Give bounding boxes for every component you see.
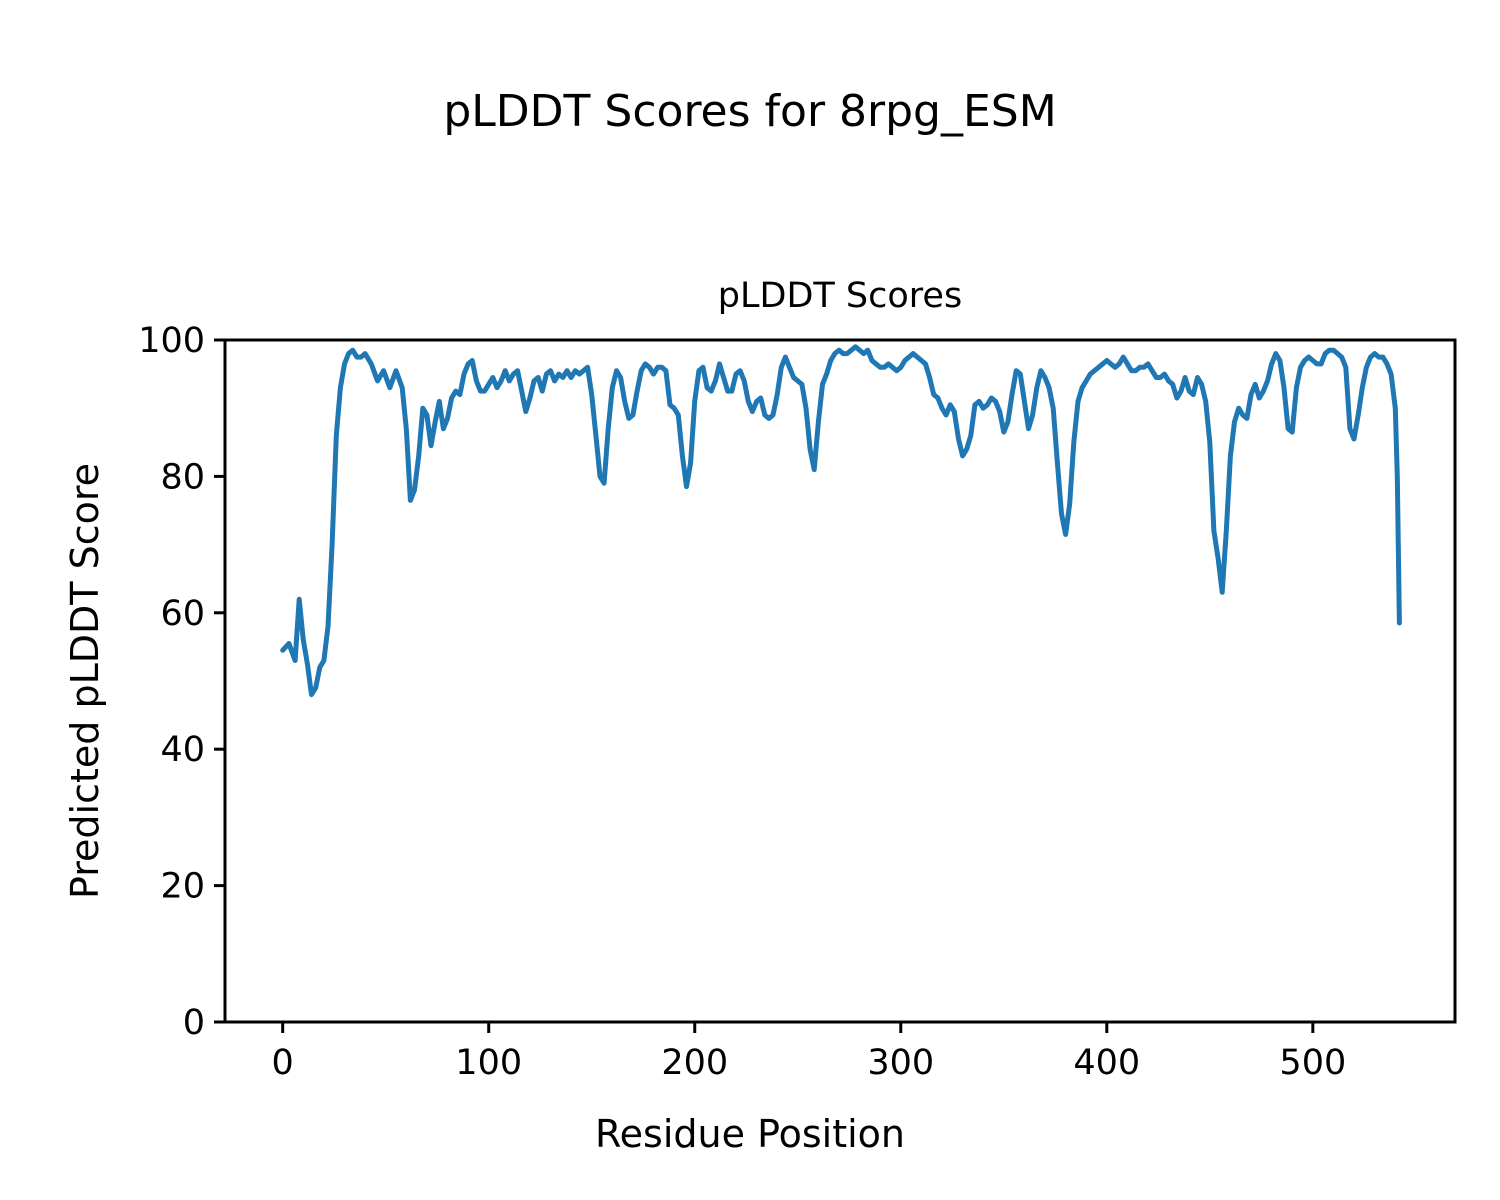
y-tick-label: 100 bbox=[138, 321, 205, 361]
x-tick-label: 100 bbox=[455, 1043, 522, 1083]
axes-title: pLDDT Scores bbox=[717, 276, 963, 316]
x-tick-label: 200 bbox=[661, 1043, 728, 1083]
figure-title: pLDDT Scores for 8rpg_ESM bbox=[443, 86, 1057, 137]
y-tick-label: 40 bbox=[160, 730, 205, 770]
x-tick-label: 500 bbox=[1279, 1043, 1346, 1083]
axes-frame bbox=[223, 338, 1457, 1024]
plddt-series-line bbox=[280, 344, 1402, 698]
y-tick-label: 0 bbox=[183, 1003, 205, 1043]
x-tick-label: 300 bbox=[867, 1043, 934, 1083]
y-tick-label: 60 bbox=[160, 594, 205, 634]
y-tick-label: 20 bbox=[160, 867, 205, 907]
y-tick-label: 80 bbox=[160, 457, 205, 497]
x-tick-label: 400 bbox=[1073, 1043, 1140, 1083]
x-axis-label: Residue Position bbox=[594, 1112, 906, 1156]
x-tick-label: 0 bbox=[272, 1043, 294, 1083]
